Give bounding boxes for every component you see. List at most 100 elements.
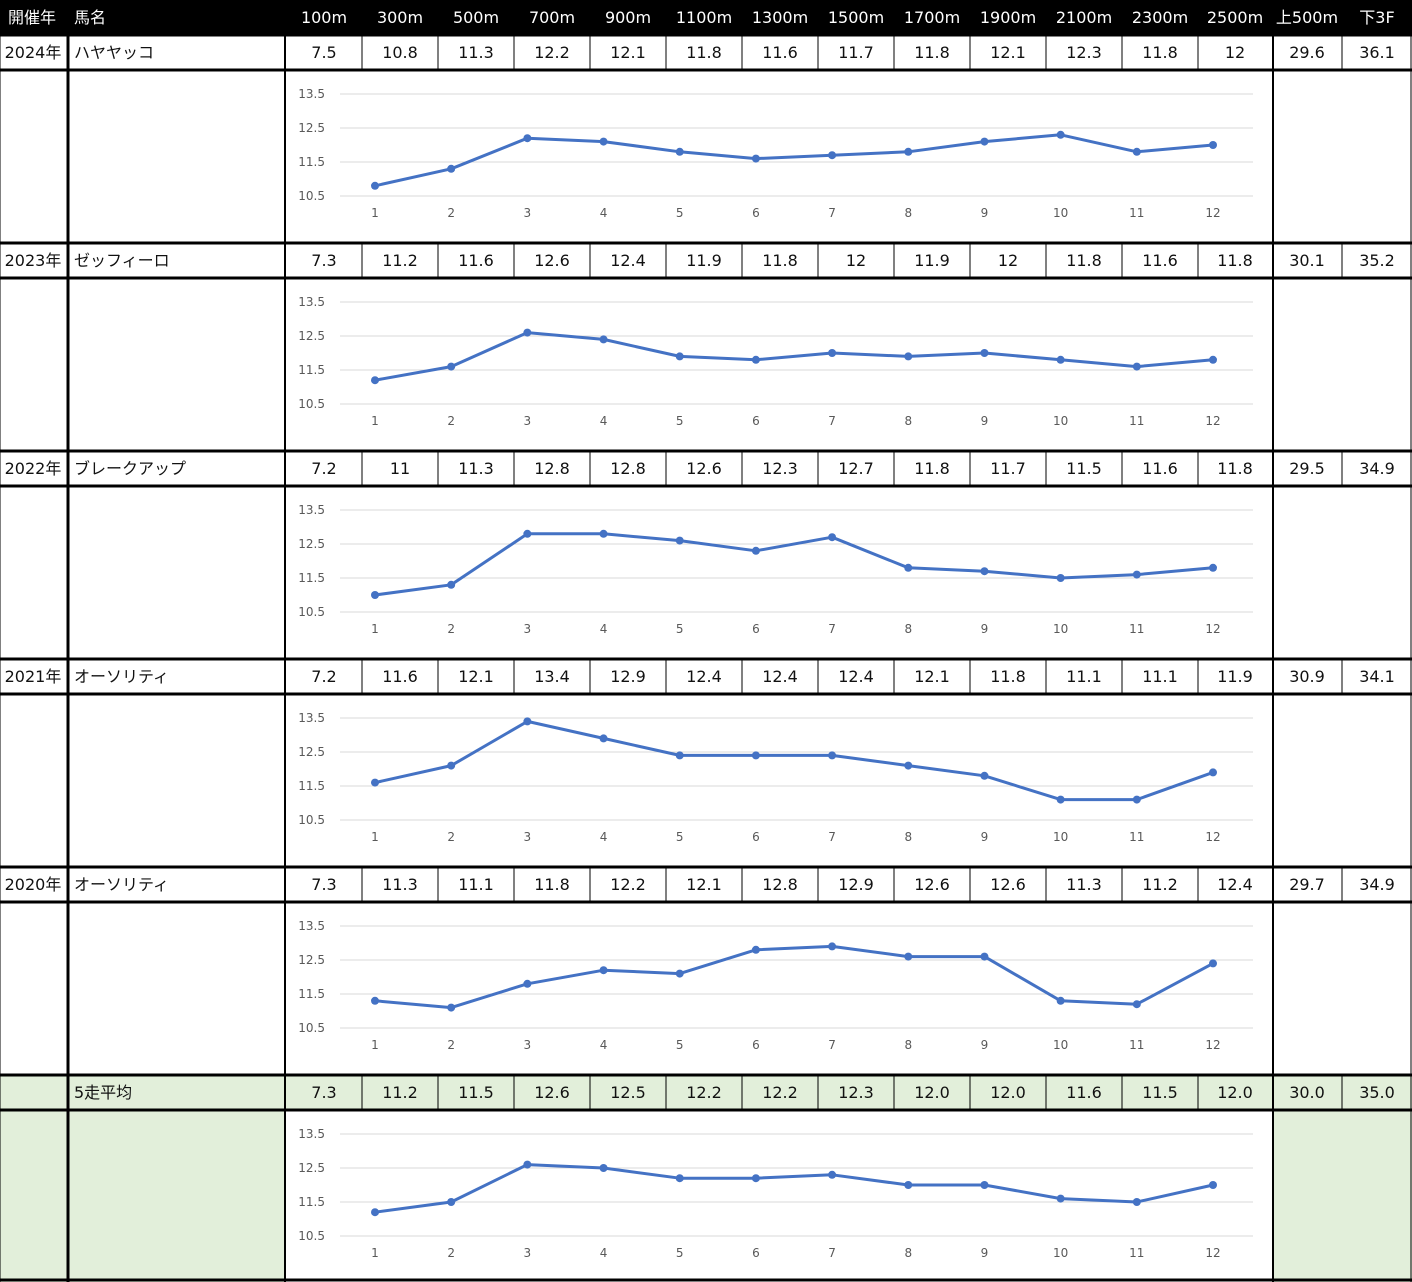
split-time-cell: 12.1	[914, 667, 950, 686]
split-time-cell: 12	[845, 251, 867, 270]
header-split: 500m	[452, 8, 500, 27]
split-time-cell: 11.9	[686, 251, 722, 270]
x-tick-label: 3	[524, 206, 532, 220]
header-last3f: 下3F	[1359, 8, 1395, 27]
data-point	[371, 591, 379, 599]
split-time-cell: 11.8	[1066, 251, 1102, 270]
horse-name: オーソリティ	[74, 667, 170, 686]
line-chart-svg: 10.511.512.513.51 2 3 4 5 6 7 8 9 10 11 12	[298, 503, 1253, 636]
race-row: 2024年 ハヤヤッコ 7.5 10.8 11.3 12.2 12.1 11.8 11.6 11.…	[0, 35, 1412, 70]
y-tick-label: 12.5	[298, 537, 325, 551]
split-time-cell: 12.1	[458, 667, 494, 686]
series-line	[373, 532, 1215, 597]
header-split: 100m	[300, 8, 348, 27]
header-row: 開催年 馬名 100m 300m 500m 700m 900m 1100m 13…	[0, 0, 1412, 35]
split-time-cell: 12.6	[914, 875, 950, 894]
last3f-cell: 36.1	[1359, 43, 1395, 62]
split-time-cell: 12.2	[610, 875, 646, 894]
data-point	[1132, 362, 1141, 371]
x-tick-label: 7	[828, 622, 836, 636]
split-time-cell: 13.4	[534, 667, 570, 686]
data-point	[675, 147, 684, 156]
split-time-cell: 11.9	[1217, 667, 1253, 686]
split-time-cell: 12.6	[534, 1083, 570, 1102]
data-point	[751, 1174, 760, 1183]
data-point	[904, 761, 913, 770]
line-chart: 10.5 11.5 12.5 13.5 1 2 3 4 5 6 7 8 9 10 11 12	[285, 694, 1272, 866]
split-time-cell: 12.4	[762, 667, 798, 686]
y-tick-label: 10.5	[298, 605, 325, 619]
first500-cell: 30.9	[1289, 667, 1325, 686]
header-horse: 馬名	[74, 8, 107, 27]
data-point	[523, 979, 532, 988]
series-line	[373, 1163, 1215, 1214]
split-time-cell: 11.8	[686, 43, 722, 62]
data-point	[751, 355, 760, 364]
data-point	[904, 352, 913, 361]
last3f-cell: 35.0	[1359, 1083, 1395, 1102]
data-point	[751, 154, 760, 163]
split-time-cell: 11.2	[382, 251, 418, 270]
split-time-cell: 11.8	[1217, 251, 1253, 270]
data-point	[904, 1181, 913, 1189]
split-time-cell: 12.4	[610, 251, 646, 270]
x-tick-label: 6	[752, 1246, 760, 1260]
split-time-cell: 11	[389, 459, 411, 478]
x-tick-label: 1	[371, 206, 379, 220]
data-point	[1056, 130, 1065, 139]
chart-row: 10.5 11.5 12.5 13.5 1 2 3 4 5 6 7 8 9 10 11 12	[0, 278, 1412, 450]
split-time-cell: 11.8	[914, 459, 950, 478]
split-time-cell: 11.2	[382, 1083, 418, 1102]
split-time-cell: 12.0	[1217, 1083, 1253, 1102]
header-split: 2100m	[1055, 8, 1113, 27]
x-tick-label: 5	[676, 414, 684, 428]
split-time-cell: 12.2	[762, 1083, 798, 1102]
data-point	[447, 580, 456, 589]
data-point	[1056, 996, 1065, 1005]
y-tick-label: 10.5	[298, 1229, 325, 1243]
x-tick-label: 10	[1053, 206, 1068, 220]
data-point	[980, 952, 989, 961]
x-tick-label: 9	[981, 830, 989, 844]
x-tick-label: 4	[600, 622, 608, 636]
x-tick-label: 9	[981, 622, 989, 636]
split-time-cell: 7.3	[311, 875, 337, 894]
split-time-cell: 7.2	[311, 459, 337, 478]
x-tick-label: 12	[1205, 206, 1220, 220]
x-tick-label: 8	[904, 1038, 912, 1052]
y-tick-label: 10.5	[298, 397, 325, 411]
y-tick-label: 13.5	[298, 87, 325, 101]
y-tick-label: 11.5	[298, 571, 325, 585]
x-tick-label: 2	[447, 1038, 455, 1052]
split-time-cell: 12.0	[914, 1083, 950, 1102]
split-time-cell: 11.7	[990, 459, 1026, 478]
split-time-cell: 12	[1224, 43, 1246, 62]
x-tick-label: 1	[371, 414, 379, 428]
first500-cell: 30.1	[1289, 251, 1325, 270]
x-tick-label: 8	[904, 414, 912, 428]
header-split: 2300m	[1131, 8, 1189, 27]
x-tick-label: 8	[904, 206, 912, 220]
y-tick-label: 13.5	[298, 295, 325, 309]
y-tick-label: 10.5	[298, 813, 325, 827]
x-tick-label: 1	[371, 1246, 379, 1260]
race-row: 2020年 オーソリティ 7.3 11.3 11.1 11.8 12.2 12.1 12.8 12…	[0, 867, 1412, 902]
split-time-cell: 12.9	[838, 875, 874, 894]
data-point	[980, 567, 989, 576]
chart-row: 10.5 11.5 12.5 13.5 1 2 3 4 5 6 7 8 9 10 11 12	[0, 70, 1412, 242]
data-point	[980, 349, 989, 357]
horse-name: ゼッフィーロ	[74, 251, 170, 270]
split-time-cell: 12.8	[534, 459, 570, 478]
x-tick-label: 3	[524, 830, 532, 844]
line-chart-svg: 10.511.512.513.51 2 3 4 5 6 7 8 9 10 11 12	[298, 295, 1253, 428]
x-tick-label: 1	[371, 1038, 379, 1052]
line-chart-svg: 10.511.512.513.51 2 3 4 5 6 7 8 9 10 11 12	[298, 919, 1253, 1052]
data-point	[675, 536, 684, 545]
split-time-cell: 12.3	[838, 1083, 874, 1102]
split-time-cell: 11.5	[1066, 459, 1102, 478]
data-point	[1056, 574, 1065, 582]
x-tick-label: 9	[981, 1246, 989, 1260]
data-point	[523, 529, 532, 538]
split-time-cell: 11.1	[458, 875, 494, 894]
split-time-cell: 12.8	[610, 459, 646, 478]
